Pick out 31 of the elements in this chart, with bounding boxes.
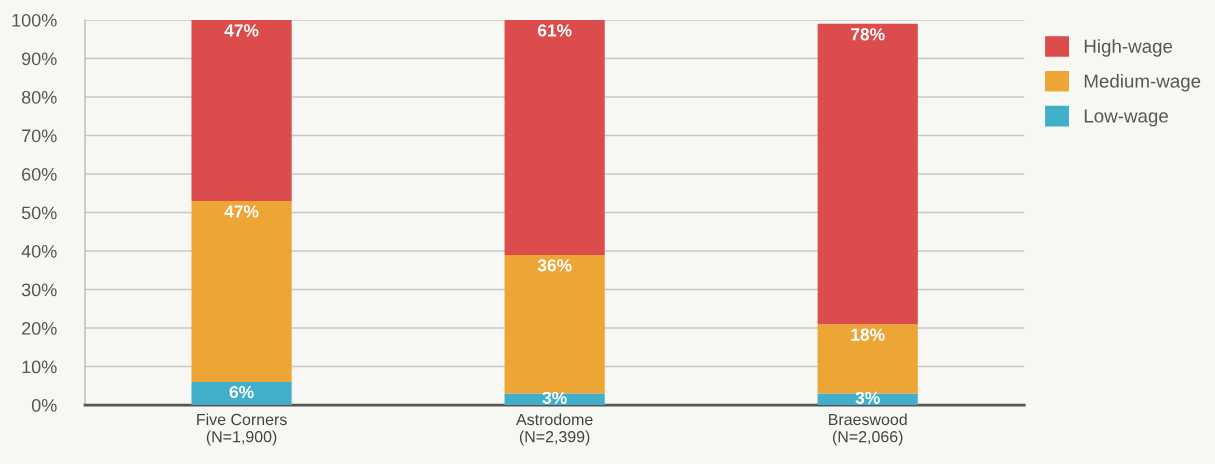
y-tick-label: 0% (31, 399, 57, 412)
data-label: 47% (224, 205, 259, 218)
bar (817, 23, 918, 325)
y-tick-label: 60% (22, 167, 57, 181)
legend-label: Medium-wage (1084, 74, 1201, 92)
y-tick-label: 50% (21, 206, 57, 220)
x-tick-label: Five Corners (N=1,900) (197, 413, 287, 446)
y-tick-label: 20% (22, 321, 57, 335)
y-tick-label: 70% (22, 129, 57, 143)
y-tick-label: 30% (21, 283, 57, 297)
y-tick-label: 100% (12, 13, 57, 27)
x-tick-label: Astrodome (N=2,399) (516, 413, 593, 446)
data-label: 36% (537, 259, 572, 272)
bar (191, 19, 292, 201)
data-label: 3% (542, 391, 567, 404)
bar (504, 19, 605, 255)
data-label: 78% (851, 28, 885, 41)
data-label: 3% (855, 391, 880, 404)
bar (191, 381, 292, 406)
y-tick-label: 10% (22, 360, 57, 374)
y-tick-label: 40% (21, 244, 57, 258)
legend-label: High-wage (1084, 39, 1173, 57)
legend-label: Low-wage (1084, 109, 1168, 127)
data-label: 61% (537, 24, 572, 37)
y-tick-label: 80% (21, 90, 57, 104)
y-tick-label: 90% (21, 52, 57, 66)
data-label: 6% (229, 385, 254, 399)
bar (191, 200, 292, 382)
data-label: 47% (224, 24, 259, 37)
x-tick-label: Braeswood (N=2,066) (829, 413, 907, 446)
data-label: 18% (851, 328, 885, 341)
